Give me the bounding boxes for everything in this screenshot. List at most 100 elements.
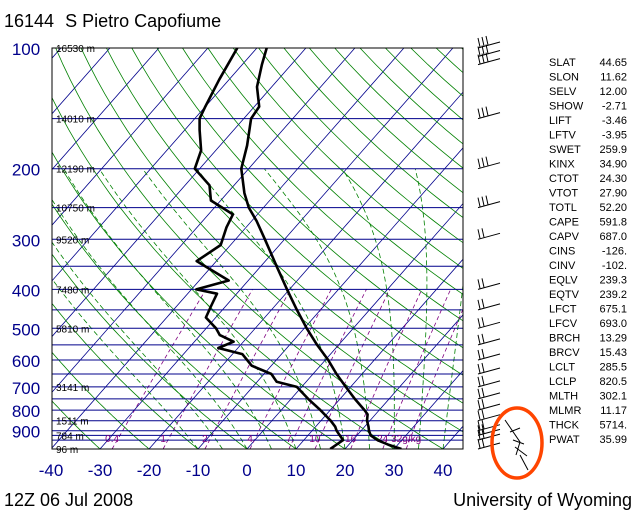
index-value: 285.5 <box>599 362 627 374</box>
wind-barb-flag <box>485 106 489 116</box>
page-title: 16144 S Pietro Capofiume <box>4 11 221 32</box>
index-name: THCK <box>549 420 580 432</box>
dewpoint-profile-line <box>193 48 345 449</box>
wind-barb-flag <box>481 387 485 398</box>
wind-barb <box>477 387 501 400</box>
index-name: CAPE <box>549 217 579 229</box>
height-label: 10750 m <box>56 204 95 215</box>
mixing-ratio-line <box>204 289 291 449</box>
wind-barb <box>477 35 501 49</box>
index-value: 13.29 <box>599 333 627 345</box>
pressure-tick-label: 500 <box>12 320 40 339</box>
index-value: 675.1 <box>599 304 627 316</box>
mixing-ratio-labels: 0.4 1 2 4 7 10 16 24 32g/kg <box>105 434 421 445</box>
pressure-tick-label: 100 <box>12 40 40 59</box>
station-id: 16144 <box>4 11 55 31</box>
index-name: CTOT <box>549 173 579 185</box>
index-name: EQTV <box>549 289 580 301</box>
index-name: LFCT <box>549 304 577 316</box>
isotherm-line <box>393 369 463 449</box>
wind-barb-staff <box>477 321 501 329</box>
index-name: TOTL <box>549 202 577 214</box>
wind-barb-flag <box>477 158 481 168</box>
wind-barb-flag <box>481 36 485 47</box>
dry-adiabat-line <box>55 48 444 449</box>
highlight-circle <box>490 406 544 480</box>
pressure-tick-label: 200 <box>12 161 40 180</box>
moist-adiabat-line <box>442 281 463 449</box>
height-label: 5810 m <box>56 324 89 335</box>
isotherm-line <box>0 48 12 449</box>
wind-barb <box>477 428 501 441</box>
wind-barb <box>477 228 501 240</box>
pressure-tick-label: 600 <box>12 352 40 371</box>
wind-barb-flag <box>481 398 485 409</box>
pressure-tick-label: 400 <box>12 281 40 300</box>
wind-barb-staff <box>477 392 501 400</box>
wind-barb-flag <box>477 197 481 207</box>
index-value: 259.9 <box>599 144 627 156</box>
wind-barb-flag <box>481 107 485 117</box>
index-value: -102. <box>602 260 627 272</box>
index-name: LFTV <box>549 130 577 142</box>
isotherm-line <box>52 48 405 449</box>
index-value: 52.20 <box>599 202 627 214</box>
height-label: 9520 m <box>56 235 89 246</box>
isotherm-line <box>52 48 356 393</box>
wind-barb-staff <box>477 58 501 66</box>
index-name: LIFT <box>549 115 572 127</box>
source-credit: University of Wyoming <box>453 490 632 510</box>
index-value: -3.95 <box>602 130 627 142</box>
wind-barb-staff <box>477 433 501 441</box>
isotherm-line <box>148 91 463 449</box>
index-value: 11.62 <box>600 72 627 84</box>
wind-barb-staff <box>477 442 501 450</box>
index-name: LCLP <box>549 376 577 388</box>
index-name: SWET <box>549 144 581 156</box>
plot-frame <box>51 47 464 450</box>
isotherm-line <box>295 258 463 449</box>
index-value: 11.17 <box>600 405 627 417</box>
dry-adiabat-line <box>52 203 297 449</box>
dry-adiabat-line <box>283 48 463 219</box>
wind-barb-flag <box>485 195 489 205</box>
index-name: MLMR <box>549 405 581 417</box>
temperature-tick-label: 40 <box>434 461 453 480</box>
height-label: 16530 m <box>56 44 95 55</box>
wind-barb-flag <box>477 46 481 56</box>
height-label: 7480 m <box>56 285 89 296</box>
profile-layer <box>193 48 402 449</box>
temperature-tick-label: -10 <box>186 461 211 480</box>
isotherm-line <box>52 48 160 171</box>
wind-barb-flag <box>477 410 481 420</box>
wind-barb-flag <box>481 333 485 344</box>
moist-adiabat-line <box>52 241 223 449</box>
wind-barb-staff <box>477 367 501 375</box>
wind-barb <box>477 156 501 170</box>
wind-barb-flag <box>481 424 485 434</box>
dry-adiabat-line <box>308 48 463 194</box>
index-value: 24.30 <box>599 173 627 185</box>
mixing-ratio-line <box>314 289 391 449</box>
isotherm-line <box>246 202 463 449</box>
dry-adiabat-line <box>106 48 463 404</box>
wind-barb-staff <box>477 201 501 209</box>
index-name: CINS <box>549 246 575 258</box>
wind-barb-flag <box>477 108 481 118</box>
wind-barb <box>477 424 501 436</box>
index-name: SELV <box>549 86 577 98</box>
wind-barb-flag <box>481 348 485 359</box>
pressure-tick-label: 700 <box>12 379 40 398</box>
wind-barb-lowest <box>504 419 529 471</box>
wind-barb-column <box>477 35 529 471</box>
wind-barb <box>477 44 501 57</box>
height-label: 1511 m <box>56 417 89 428</box>
index-value: 239.2 <box>599 289 627 301</box>
wind-barb-flag <box>481 45 485 55</box>
wind-barb-flag <box>481 375 485 386</box>
pressure-tick-label: 900 <box>12 423 40 442</box>
wind-barb <box>477 298 501 311</box>
wind-barb-flag <box>481 362 485 373</box>
wind-barb-flag <box>477 299 481 310</box>
wind-barb-flag <box>481 298 485 309</box>
